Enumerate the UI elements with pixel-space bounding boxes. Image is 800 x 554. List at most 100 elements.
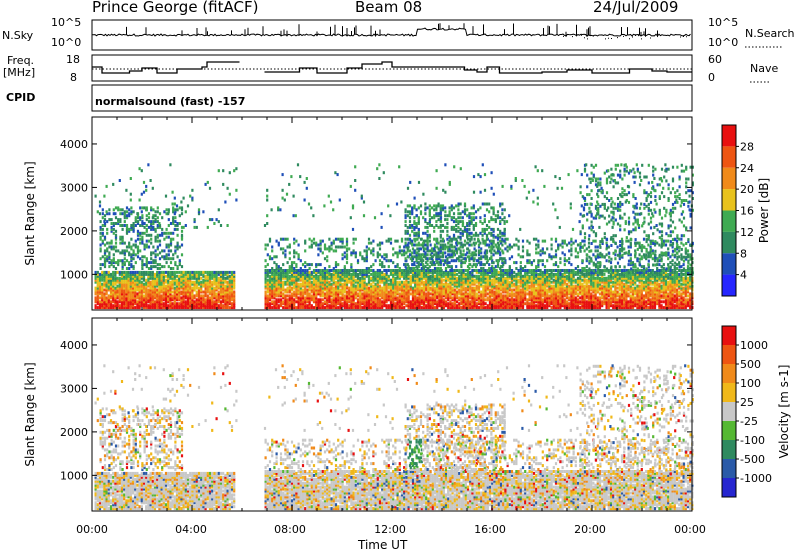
data-cell	[145, 278, 148, 282]
data-cell	[125, 288, 128, 292]
data-cell	[363, 272, 366, 276]
data-cell	[94, 270, 97, 274]
data-cell	[396, 282, 399, 286]
data-cell	[376, 294, 379, 298]
data-cell	[96, 288, 99, 292]
data-cell	[642, 294, 646, 298]
data-cell	[394, 280, 397, 284]
data-cell	[513, 292, 516, 296]
data-cell	[348, 300, 351, 304]
data-cell	[334, 302, 338, 306]
data-cell	[96, 298, 99, 302]
data-cell	[365, 292, 368, 296]
data-cell	[273, 282, 276, 286]
data-cell	[574, 278, 577, 282]
data-cell	[317, 286, 320, 290]
data-cell	[180, 286, 183, 290]
data-cell	[374, 304, 377, 308]
data-cell	[308, 306, 311, 310]
data-cell	[145, 282, 148, 286]
data-cell	[131, 284, 135, 288]
data-cell	[579, 296, 582, 300]
data-cell	[528, 302, 531, 306]
data-cell	[279, 286, 283, 290]
data-cell	[532, 269, 536, 272]
data-cell	[268, 274, 272, 278]
data-cell	[282, 274, 285, 278]
data-cell	[370, 292, 373, 296]
data-cell	[101, 212, 104, 216]
data-cell	[667, 272, 670, 276]
data-cell	[315, 302, 318, 306]
data-cell	[407, 296, 410, 300]
data-cell	[167, 208, 170, 212]
data-cell	[112, 280, 115, 284]
data-cell	[297, 270, 300, 274]
data-cell	[230, 292, 234, 296]
data-cell	[147, 288, 150, 292]
data-cell	[598, 292, 602, 296]
data-cell	[273, 284, 276, 288]
data-cell	[286, 270, 289, 274]
data-cell	[301, 278, 305, 282]
data-cell	[370, 276, 373, 280]
data-cell	[365, 270, 368, 274]
data-cell	[301, 294, 305, 298]
data-cell	[394, 282, 397, 286]
data-cell	[158, 278, 161, 282]
data-cell	[374, 290, 377, 294]
data-cell	[149, 274, 152, 278]
data-cell	[103, 259, 107, 263]
data-cell	[178, 292, 181, 296]
data-cell	[299, 286, 302, 290]
data-cell	[206, 298, 209, 302]
data-cell	[304, 274, 307, 278]
data-cell	[293, 294, 296, 298]
data-cell	[226, 280, 229, 284]
data-cell	[94, 286, 97, 290]
data-cell	[178, 259, 181, 263]
data-cell	[154, 214, 157, 218]
data-cell	[215, 270, 218, 274]
data-cell	[217, 298, 220, 302]
data-cell	[156, 276, 159, 280]
data-cell	[330, 292, 333, 296]
data-cell	[154, 227, 157, 231]
data-cell	[156, 247, 159, 251]
data-cell	[120, 302, 124, 306]
data-cell	[127, 290, 130, 294]
data-cell	[271, 288, 274, 292]
data-cell	[585, 278, 588, 282]
x-tick-label: 00:00	[76, 523, 108, 536]
data-cell	[266, 274, 269, 278]
data-cell	[400, 280, 404, 284]
data-cell	[306, 269, 309, 272]
data-cell	[182, 298, 185, 302]
data-cell	[121, 212, 124, 216]
data-cell	[200, 296, 203, 300]
data-cell	[389, 272, 393, 276]
data-cell	[182, 296, 185, 300]
data-cell	[385, 296, 388, 300]
data-cell	[337, 270, 340, 274]
data-cell	[103, 243, 107, 247]
data-cell	[120, 294, 124, 298]
data-cell	[230, 280, 234, 284]
data-cell	[405, 292, 408, 296]
data-cell	[226, 272, 229, 276]
data-cell	[341, 298, 344, 302]
data-cell	[103, 304, 106, 308]
data-cell	[123, 216, 126, 220]
data-cell	[290, 274, 294, 278]
data-cell	[99, 231, 102, 235]
data-cell	[206, 284, 209, 288]
data-cell	[154, 229, 157, 233]
data-cell	[169, 257, 173, 261]
data-cell	[167, 286, 170, 290]
data-cell	[140, 276, 143, 280]
data-cell	[301, 306, 305, 310]
data-cell	[350, 292, 353, 296]
data-cell	[370, 288, 373, 292]
data-cell	[455, 276, 459, 280]
data-cell	[180, 225, 184, 229]
